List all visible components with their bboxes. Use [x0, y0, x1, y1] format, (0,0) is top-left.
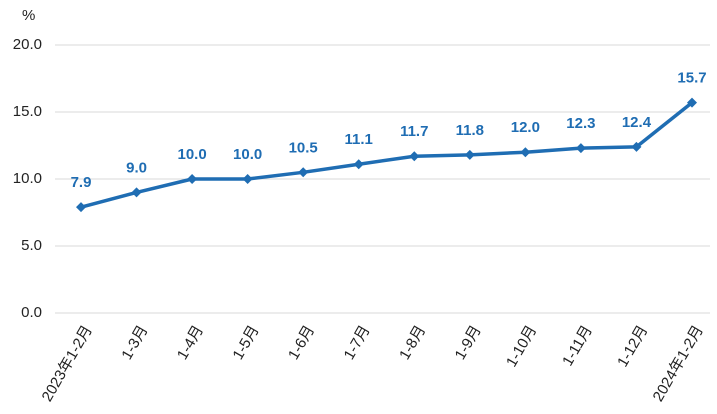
y-unit: %	[22, 7, 35, 24]
x-tick-label: 1-9月	[452, 322, 485, 362]
marker	[575, 143, 586, 154]
x-tick-label: 2024年1-2月	[650, 322, 707, 404]
marker	[631, 141, 642, 152]
marker	[242, 174, 253, 184]
x-tick-label: 2023年1-2月	[39, 322, 96, 404]
x-tick-label: 1-7月	[341, 322, 374, 362]
data-label: 11.7	[400, 123, 428, 140]
marker	[464, 149, 475, 160]
data-label: 12.4	[622, 114, 652, 131]
data-label: 12.3	[566, 115, 595, 132]
x-tick-label: 1-3月	[118, 322, 151, 362]
line	[80, 101, 694, 209]
x-tick-label: 1-6月	[285, 322, 318, 362]
x-tick-label: 1-8月	[396, 322, 429, 362]
y-tick-label: 5.0	[21, 237, 42, 254]
data-label: 11.8	[456, 122, 484, 139]
marker	[131, 187, 142, 198]
marker	[520, 147, 531, 158]
y-tick-label: 10.0	[13, 170, 42, 187]
data-label: 9.0	[126, 159, 147, 176]
marker	[409, 151, 420, 162]
x-tick-label: 1-5月	[229, 322, 262, 362]
marker	[353, 159, 364, 170]
marker	[298, 167, 309, 178]
marker	[187, 174, 198, 184]
data-label: 10.5	[289, 139, 318, 156]
data-label: 12.0	[511, 119, 540, 136]
y-tick-label: 20.0	[13, 36, 42, 53]
marker	[76, 202, 86, 213]
data-label: 7.9	[71, 174, 92, 191]
data-label: 15.7	[677, 70, 706, 87]
x-tick-label: 1-10月	[503, 322, 540, 369]
data-label: 11.1	[345, 131, 373, 148]
x-tick-label: 1-4月	[174, 322, 207, 362]
marker	[687, 97, 697, 108]
x-tick-label: 1-11月	[559, 322, 596, 369]
x-tick-label: 1-12月	[614, 322, 651, 369]
y-tick-label: 15.0	[13, 103, 42, 120]
data-label: 10.0	[177, 146, 206, 163]
data-label: 10.0	[233, 146, 262, 163]
y-tick-label: 0.0	[21, 304, 42, 321]
